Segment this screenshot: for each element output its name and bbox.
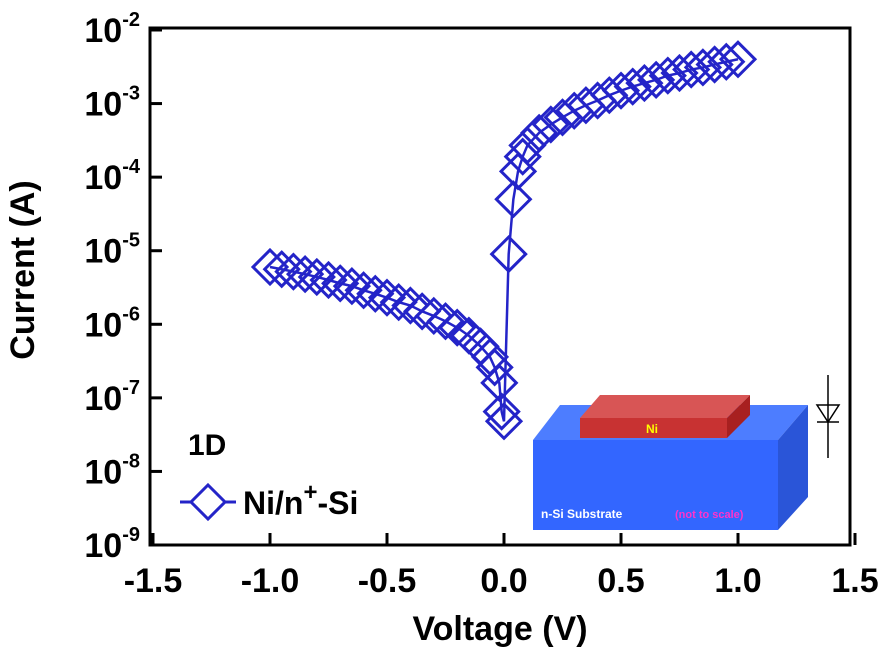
data-point — [297, 257, 336, 297]
scale-note: (not to scale) — [675, 509, 744, 521]
y-tick-label: 10-2 — [84, 9, 140, 50]
y-tick-label: 10-4 — [84, 156, 140, 197]
x-tick-label: 1.0 — [714, 562, 761, 600]
annotation: 1D — [188, 429, 226, 462]
data-point — [356, 274, 395, 313]
data-point — [482, 392, 521, 431]
y-tick-label: 10-3 — [84, 83, 140, 124]
data-point — [494, 180, 533, 219]
data-point — [660, 53, 699, 93]
ni-side — [727, 395, 750, 438]
data-point — [636, 60, 676, 99]
ni-top — [580, 395, 750, 418]
legend-marker — [188, 482, 228, 522]
data-point — [707, 42, 746, 81]
x-tick-label: -1.5 — [124, 562, 183, 600]
series-line — [269, 58, 739, 422]
data-point — [489, 234, 528, 274]
x-tick-label: 0.5 — [597, 562, 644, 600]
data-point — [480, 363, 519, 402]
data-point — [695, 45, 734, 84]
data-point — [262, 250, 301, 289]
data-point — [531, 105, 570, 144]
data-point — [309, 260, 348, 300]
data-point — [426, 302, 465, 341]
data-point — [508, 126, 547, 165]
y-tick-label: 10-5 — [84, 230, 140, 271]
data-point — [391, 286, 430, 325]
data-point — [475, 348, 514, 387]
ni-label: Ni — [646, 422, 658, 436]
data-point — [718, 40, 758, 79]
plot-frame — [148, 26, 852, 547]
data-point — [414, 296, 453, 336]
data-point — [250, 247, 290, 287]
data-point — [321, 264, 360, 303]
y-tick-label: 10-7 — [84, 377, 140, 418]
data-point — [625, 63, 664, 103]
x-tick-label: 1.5 — [831, 562, 878, 600]
y-tick-label: 10-8 — [84, 450, 140, 491]
x-axis-title: Voltage (V) — [412, 610, 587, 648]
data-point — [438, 308, 477, 347]
data-point — [344, 271, 383, 310]
ni-front — [580, 418, 727, 438]
substrate-label: n-Si Substrate — [541, 507, 623, 521]
data-point — [601, 71, 641, 110]
y-tick-label: 10-9 — [84, 524, 140, 565]
data-point — [484, 402, 524, 441]
data-point — [683, 48, 723, 87]
y-tick-label: 10-6 — [84, 303, 140, 344]
substrate-side — [778, 405, 808, 530]
data-point — [613, 67, 652, 106]
data-point — [672, 50, 711, 89]
data-point — [367, 278, 407, 317]
x-tick-label: -1.0 — [241, 562, 300, 600]
diode-symbol — [815, 375, 841, 458]
data-point — [285, 255, 325, 294]
data-point — [648, 56, 687, 95]
x-tick-label: 0.0 — [480, 562, 527, 600]
data-point — [274, 252, 313, 291]
inset-diagram: Ni n-Si Substrate (not to scale) — [533, 395, 808, 530]
y-axis-title: Current (A) — [4, 180, 42, 359]
legend-label: Ni/n+-Si — [243, 479, 358, 521]
data-point — [519, 113, 559, 152]
substrate-front — [533, 440, 778, 530]
data-point — [503, 137, 542, 176]
x-tick-label: -0.5 — [358, 562, 417, 600]
data-point — [379, 283, 418, 322]
data-point — [402, 292, 442, 331]
data-point — [332, 267, 372, 306]
